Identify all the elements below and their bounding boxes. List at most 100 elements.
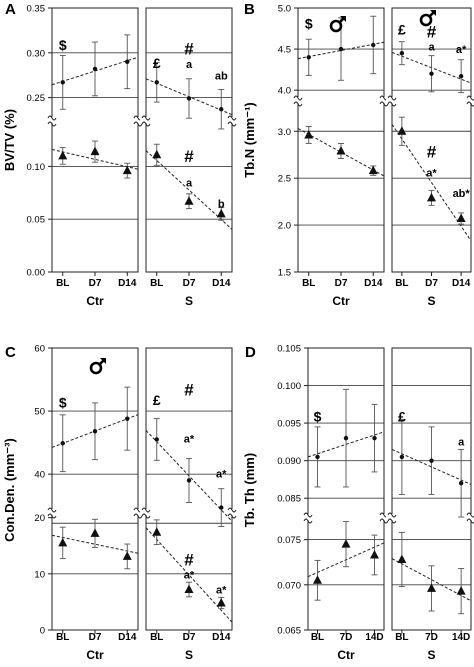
group-label: S xyxy=(185,648,193,662)
chart-panel-b: B BL D7 D14 Ctr BL D7 D14 S 4.0 4.5 5.0 1.5 2.0 2.5 3.0… xyxy=(242,1,474,308)
y-tick-label: 2.5 xyxy=(278,174,291,185)
annotation-marker: a xyxy=(186,177,193,189)
axis-break-mark xyxy=(303,518,313,524)
annotation-marker: a xyxy=(458,437,465,449)
annotation-marker: a* xyxy=(216,584,227,596)
axis-break-gap xyxy=(386,514,474,520)
annotation-marker: # xyxy=(427,143,437,162)
data-point-triangle xyxy=(216,598,226,607)
data-point-circle xyxy=(154,80,159,85)
axis-break-gap xyxy=(46,117,144,123)
axis-break-mark xyxy=(47,121,57,127)
data-point-circle xyxy=(154,437,159,442)
data-point-circle xyxy=(60,441,65,446)
annotation-marker: a* xyxy=(184,434,195,446)
y-tick-label: 2.0 xyxy=(278,221,291,232)
y-tick-label: 0.10 xyxy=(27,162,46,173)
data-point-triangle xyxy=(122,551,132,560)
axis-break-mark xyxy=(141,121,151,127)
data-point-circle xyxy=(92,429,98,434)
x-tick-label: D14 xyxy=(452,278,471,289)
data-point-circle xyxy=(399,50,405,56)
data-point-circle xyxy=(306,55,311,60)
data-point-triangle xyxy=(368,165,378,175)
annotation-marker: a* xyxy=(216,468,227,480)
y-tick-label: 0.075 xyxy=(277,535,301,546)
y-tick-label: 4.0 xyxy=(278,86,291,97)
x-tick-label: D14 xyxy=(118,278,137,289)
data-point-triangle xyxy=(216,208,226,218)
x-tick-label: BL xyxy=(150,632,163,643)
data-point-circle xyxy=(429,71,434,76)
trend-line xyxy=(391,448,472,485)
data-point-triangle xyxy=(304,130,314,139)
y-tick-label: 0.35 xyxy=(27,4,46,15)
axis-break-mark xyxy=(387,95,397,101)
data-point-triangle xyxy=(427,583,436,592)
male-symbol-ring xyxy=(419,13,433,27)
data-point-triangle xyxy=(184,584,194,594)
axis-break-gap xyxy=(140,509,238,515)
annotation-marker: # xyxy=(184,147,194,166)
data-point-triangle xyxy=(397,126,407,135)
data-point-circle xyxy=(429,458,434,463)
y-tick-label: 0.00 xyxy=(27,268,46,279)
annotation-marker: a* xyxy=(184,569,195,581)
male-symbol-arrow-head xyxy=(430,10,436,16)
group-label: Ctr xyxy=(337,648,355,662)
plot-frame xyxy=(51,347,139,631)
y-tick-label: 40 xyxy=(34,470,45,481)
annotation-marker: £ xyxy=(398,409,406,425)
y-tick-label: 0.090 xyxy=(277,456,301,467)
axis-break-mark xyxy=(47,507,57,513)
x-tick-label: D14 xyxy=(364,278,383,289)
axis-break-mark xyxy=(379,518,389,524)
axis-break-mark xyxy=(293,95,303,101)
annotation-marker: a xyxy=(428,42,435,54)
data-point-triangle xyxy=(456,586,466,595)
y-tick-label: 0.05 xyxy=(27,215,46,226)
annotation-marker: a* xyxy=(426,167,437,179)
axis-break-mark xyxy=(227,121,237,127)
data-point-triangle xyxy=(90,528,100,537)
x-tick-label: BL xyxy=(150,278,163,289)
axis-break-mark xyxy=(133,121,143,127)
panel-label: A xyxy=(5,1,16,18)
y-tick-label: 3.0 xyxy=(278,127,291,138)
chart-panel-c: C BL D7 D14 Ctr BL D7 D14 S 40 50 60 0 10 20 Con.Den. (… xyxy=(2,344,238,662)
y-tick-label: 0.105 xyxy=(277,344,301,355)
annotation-marker: a* xyxy=(456,44,467,56)
x-tick-label: D7 xyxy=(183,632,196,643)
data-point-circle xyxy=(371,42,376,48)
annotation-marker: £ xyxy=(153,392,161,408)
male-symbol-arrow-head xyxy=(100,358,106,364)
annotation-marker: ab xyxy=(215,71,228,83)
y-tick-label: 50 xyxy=(34,407,45,418)
annotation-marker: $ xyxy=(59,37,67,53)
male-symbol-icon xyxy=(329,16,346,33)
male-symbol-arrow-head xyxy=(340,16,346,22)
annotation-marker: $ xyxy=(305,16,313,32)
x-tick-label: BL xyxy=(395,632,408,643)
annotation-marker: b xyxy=(218,199,225,211)
axis-break-mark xyxy=(387,518,397,524)
axis-break-mark xyxy=(227,507,237,513)
panel-label: D xyxy=(245,344,256,361)
axis-break-mark xyxy=(141,513,151,519)
group-label: S xyxy=(427,648,435,662)
axis-break-mark xyxy=(133,513,143,519)
axis-break-mark xyxy=(387,101,397,107)
x-tick-label: BL xyxy=(56,632,69,643)
data-point-circle xyxy=(458,73,464,79)
data-point-triangle xyxy=(397,554,407,563)
y-tick-label: 0.30 xyxy=(27,48,46,59)
y-tick-label: 20 xyxy=(34,513,45,524)
x-tick-label: D7 xyxy=(89,632,102,643)
data-point-triangle xyxy=(341,539,351,548)
group-label: Ctr xyxy=(86,648,104,662)
data-point-circle xyxy=(125,59,130,64)
axis-break-mark xyxy=(47,513,57,519)
x-tick-label: D7 xyxy=(335,278,348,289)
y-tick-label: 5.0 xyxy=(278,4,291,15)
data-point-triangle xyxy=(122,165,132,175)
